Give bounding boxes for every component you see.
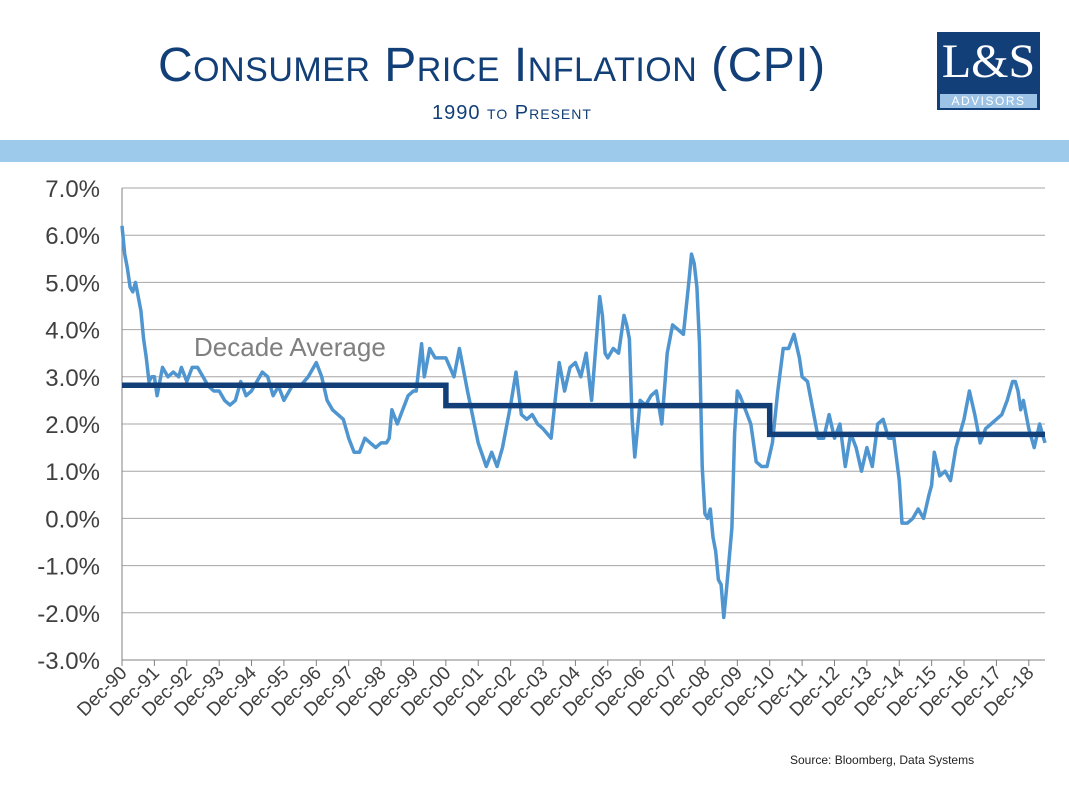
decade-average-label: Decade Average bbox=[194, 332, 386, 362]
x-tick-labels: Dec-90Dec-91Dec-92Dec-93Dec-94Dec-95Dec-… bbox=[73, 662, 1038, 720]
page-title: Consumer Price Inflation (CPI) bbox=[158, 39, 826, 92]
cpi-series-line bbox=[120, 225, 1047, 620]
page-subtitle: 1990 to Present bbox=[432, 102, 592, 124]
brand-logo: L&S ADVISORS bbox=[937, 32, 1040, 110]
y-tick-label: 2.0% bbox=[45, 412, 100, 439]
decade-average-line bbox=[122, 382, 1045, 438]
grid-lines bbox=[122, 187, 1045, 661]
series bbox=[120, 225, 1047, 620]
logo-sub-text: ADVISORS bbox=[940, 94, 1037, 108]
source-note: Source: Bloomberg, Data Systems bbox=[790, 753, 975, 767]
cpi-chart: 7.0% 6.0% 5.0% 4.0% 3.0% 2.0% 1.0% 0.0% -1.0% -2.… bbox=[37, 176, 1047, 721]
y-tick-label: 4.0% bbox=[45, 318, 100, 345]
y-tick-label: -3.0% bbox=[37, 648, 100, 675]
y-tick-label: 1.0% bbox=[45, 459, 100, 486]
y-tick-label: 5.0% bbox=[45, 270, 100, 297]
y-tick-label: -2.0% bbox=[37, 601, 100, 628]
y-tick-label: 7.0% bbox=[45, 176, 100, 203]
header-band bbox=[0, 140, 1069, 162]
y-tick-label: 0.0% bbox=[45, 506, 100, 533]
y-tick-labels: 7.0% 6.0% 5.0% 4.0% 3.0% 2.0% 1.0% 0.0% -1.0% -2.… bbox=[37, 176, 100, 675]
axes bbox=[121, 188, 1045, 666]
logo-main-text: L&S bbox=[941, 35, 1036, 88]
y-tick-label: 3.0% bbox=[45, 365, 100, 392]
y-tick-label: -1.0% bbox=[37, 554, 100, 581]
y-tick-label: 6.0% bbox=[45, 223, 100, 250]
